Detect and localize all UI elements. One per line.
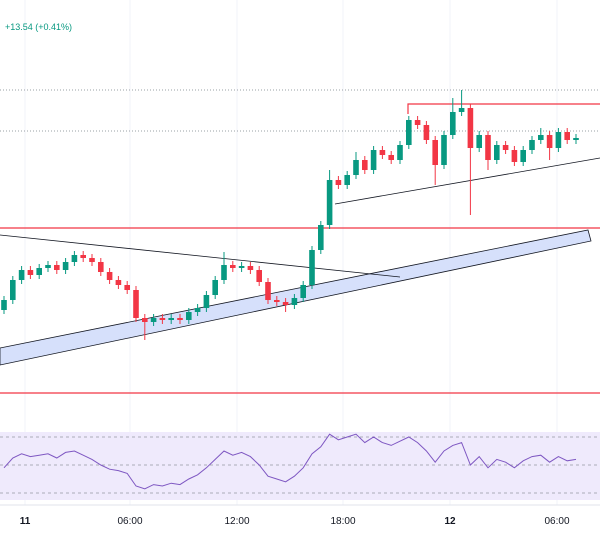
candle-body <box>45 265 51 268</box>
candle-body <box>256 270 262 282</box>
candle-body <box>282 302 289 305</box>
candle-body <box>124 285 130 290</box>
candle-body <box>115 280 122 285</box>
candle-body <box>406 120 412 145</box>
candle-body <box>538 135 544 140</box>
x-tick-label: 06:00 <box>544 516 569 527</box>
x-tick-label: 12:00 <box>224 516 249 527</box>
candle-body <box>388 155 394 160</box>
candle-body <box>18 270 25 280</box>
candle-body <box>494 145 500 160</box>
candle-body <box>1 300 7 310</box>
candle-body <box>344 175 350 185</box>
candle-body <box>458 108 465 112</box>
candle-body <box>142 318 148 322</box>
candle-body <box>238 266 245 268</box>
candle-body <box>414 120 421 125</box>
candle-body <box>230 265 236 268</box>
candle-body <box>379 150 386 155</box>
candle-body <box>529 140 535 150</box>
candle-body <box>423 125 430 140</box>
candle-body <box>247 266 254 270</box>
candle-body <box>71 255 78 262</box>
candle-body <box>573 138 579 140</box>
candle-body <box>150 318 157 322</box>
candle-body <box>62 262 69 270</box>
candle-body <box>476 135 482 148</box>
candle-body <box>450 112 456 135</box>
candle-body <box>274 300 280 302</box>
candle-body <box>546 135 553 148</box>
candle-body <box>221 265 227 280</box>
candle-body <box>564 132 570 140</box>
vertical-grid <box>24 0 558 505</box>
candle-body <box>203 295 210 308</box>
candle-body <box>432 140 438 165</box>
candle-body <box>265 282 271 300</box>
candle-body <box>10 280 16 300</box>
candle-body <box>441 135 447 165</box>
candle-body <box>168 318 174 320</box>
candle-body <box>186 312 192 320</box>
candle-body <box>326 180 333 225</box>
candle-body <box>291 298 298 305</box>
channel <box>0 229 592 366</box>
change-label: +13.54 (+0.41%) <box>5 22 72 32</box>
candle-body <box>106 272 113 280</box>
candle-body <box>89 258 95 262</box>
candle-body <box>27 270 34 275</box>
candle-body <box>54 265 60 270</box>
candle-body <box>353 160 359 175</box>
candle-body <box>511 150 518 162</box>
trend-line <box>0 234 401 278</box>
candle-body <box>159 318 166 320</box>
candle-body <box>177 318 183 320</box>
candle-body <box>98 262 104 272</box>
candle-body <box>194 308 201 312</box>
candle-body <box>133 290 139 318</box>
trend-line <box>334 157 600 205</box>
candle-body <box>397 145 403 160</box>
candle-body <box>80 255 86 258</box>
x-tick-label: 18:00 <box>330 516 355 527</box>
candle-body <box>309 250 315 285</box>
marks: 11 06:00 12:00 18:00 12 06:00 <box>0 90 600 527</box>
candle-body <box>555 132 562 148</box>
candle-body <box>212 280 218 295</box>
candle-body <box>467 108 474 148</box>
candle-body <box>300 285 306 298</box>
candle-body <box>335 180 342 185</box>
x-tick-label: 06:00 <box>117 516 142 527</box>
candle-body <box>485 135 491 160</box>
candle-body <box>318 225 324 250</box>
candle-body <box>520 150 526 162</box>
rsi-panel <box>0 432 600 500</box>
candle-body <box>370 150 377 170</box>
candle-body <box>502 145 509 150</box>
range-box <box>407 103 600 114</box>
x-tick-label: 11 <box>20 516 31 527</box>
candle-body <box>362 160 368 170</box>
x-tick-label: 12 <box>444 516 456 527</box>
rsi-line <box>3 433 577 490</box>
candle-body <box>36 268 42 275</box>
